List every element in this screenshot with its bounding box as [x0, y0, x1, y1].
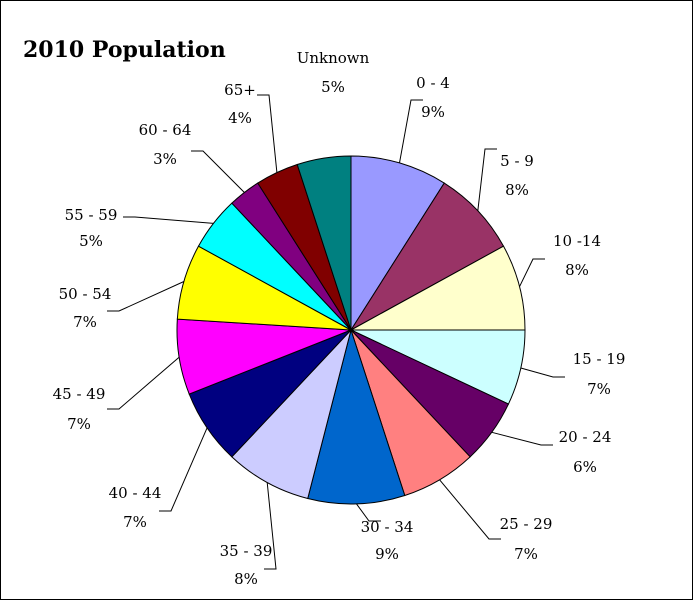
slice-category-label: 65+	[224, 81, 256, 99]
slice-percent-label: 4%	[228, 109, 252, 127]
leader-line	[477, 148, 497, 211]
pie-slices	[176, 155, 526, 505]
slice-category-label: 25 - 29	[500, 515, 553, 533]
leader-line	[491, 431, 553, 446]
slice-percent-label: 8%	[234, 570, 258, 588]
slice-percent-label: 8%	[565, 261, 589, 279]
slice-category-label: 20 - 24	[559, 428, 612, 446]
leader-line	[107, 281, 185, 312]
pie-slice	[296, 155, 352, 331]
leader-line	[439, 479, 501, 540]
leader-line	[264, 482, 277, 570]
chart-title: 2010 Population	[23, 37, 226, 63]
slice-percent-label: 7%	[514, 545, 538, 563]
leader-line	[159, 427, 208, 512]
slice-percent-label: 7%	[587, 380, 611, 398]
slice-category-label: Unknown	[297, 49, 370, 67]
slice-category-label: 45 - 49	[53, 385, 106, 403]
slice-category-label: 10 -14	[553, 232, 601, 250]
pie-slice	[307, 328, 406, 505]
slice-percent-label: 6%	[573, 458, 597, 476]
leader-line	[399, 99, 423, 163]
pie-slice	[350, 155, 445, 332]
leader-line	[356, 503, 381, 522]
slice-percent-label: 7%	[123, 513, 147, 531]
slice-category-label: 60 - 64	[139, 121, 192, 139]
slice-category-label: 30 - 34	[361, 518, 414, 536]
leader-line	[520, 367, 565, 378]
slice-percent-label: 7%	[67, 415, 91, 433]
slice-percent-label: 9%	[421, 103, 445, 121]
slice-category-label: 40 - 44	[109, 484, 162, 502]
slice-percent-label: 8%	[505, 181, 529, 199]
leader-line	[191, 150, 245, 193]
slice-category-label: 15 - 19	[573, 350, 626, 368]
slice-percent-label: 5%	[79, 232, 103, 250]
slice-percent-label: 9%	[375, 545, 399, 563]
leader-line	[107, 356, 180, 410]
slice-category-label: 35 - 39	[220, 542, 273, 560]
leader-line	[123, 216, 214, 224]
leader-line	[257, 94, 278, 173]
slice-percent-label: 7%	[73, 313, 97, 331]
slice-category-label: 5 - 9	[500, 152, 534, 170]
slice-category-label: 0 - 4	[416, 74, 450, 92]
slice-percent-label: 3%	[153, 150, 177, 168]
leader-lines	[107, 94, 565, 570]
slice-category-label: 50 - 54	[59, 285, 112, 303]
slice-percent-label: 5%	[321, 78, 345, 96]
slice-labels: 0 - 4 9% 5 - 9 8% 10 -14 8% 15 - 19 7% 20 - 24 6%…	[53, 49, 626, 588]
slice-category-label: 55 - 59	[65, 206, 118, 224]
leader-line	[519, 258, 545, 287]
